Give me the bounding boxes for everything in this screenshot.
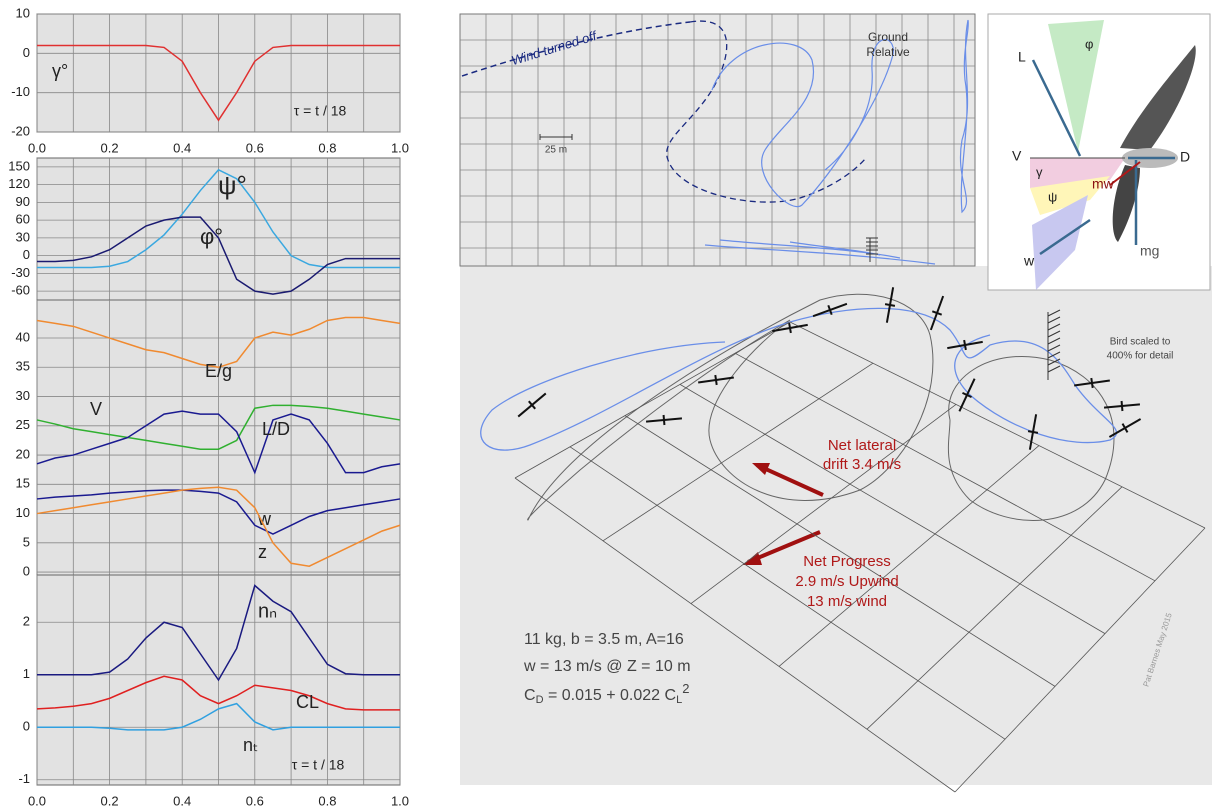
y-tick-label: 30 bbox=[16, 388, 30, 403]
page: {"chart_data": [ {"type": "line", "x": [… bbox=[0, 0, 1222, 808]
vector-label: mg bbox=[1140, 243, 1159, 259]
vector-label: L bbox=[1018, 49, 1026, 65]
bird bbox=[1091, 378, 1092, 388]
y-tick-label: 90 bbox=[16, 194, 30, 209]
x-tick-label: 0.8 bbox=[318, 140, 336, 155]
vector-label: D bbox=[1180, 149, 1190, 165]
body: Wind turned off Ground Relative 25 m L φ… bbox=[0, 0, 1222, 808]
vector-label: w bbox=[1023, 253, 1035, 269]
drift-label: drift 3.4 m/s bbox=[823, 456, 901, 473]
vector-label: mw bbox=[1092, 176, 1115, 192]
y-tick-label: 60 bbox=[16, 212, 30, 227]
annotation: τ = t / 18 bbox=[292, 757, 345, 773]
series-label: ψ° bbox=[218, 170, 247, 200]
x-tick-label: 0.8 bbox=[318, 793, 336, 808]
x-tick-label: 0.0 bbox=[28, 140, 46, 155]
y-tick-label: 2 bbox=[23, 614, 30, 629]
series-label: E/g bbox=[205, 361, 232, 381]
series-label: z bbox=[258, 542, 267, 562]
bird bbox=[1122, 401, 1123, 411]
vector-label: φ bbox=[1085, 36, 1093, 51]
series-label: φ° bbox=[200, 224, 223, 249]
y-tick-label: 40 bbox=[16, 329, 30, 344]
y-tick-label: 1 bbox=[23, 666, 30, 681]
specs: w = 13 m/s @ Z = 10 m bbox=[523, 658, 691, 675]
bird-note: 400% for detail bbox=[1107, 351, 1174, 362]
y-tick-label: 0 bbox=[23, 719, 30, 734]
vector-label: γ bbox=[1036, 164, 1043, 179]
series-label: nₙ bbox=[258, 600, 277, 622]
ground-title: Ground bbox=[868, 30, 908, 44]
cd-part: C bbox=[524, 687, 536, 704]
progress-label: 2.9 m/s Upwind bbox=[795, 573, 898, 590]
x-tick-label: 0.6 bbox=[246, 140, 264, 155]
y-tick-label: -60 bbox=[11, 283, 30, 298]
x-tick-label: 1.0 bbox=[391, 793, 409, 808]
x-tick-label: 0.4 bbox=[173, 140, 191, 155]
drift-label: Net lateral bbox=[828, 437, 896, 454]
ground-title: Relative bbox=[866, 45, 910, 59]
cd-part: D bbox=[536, 694, 544, 706]
bird bbox=[715, 375, 716, 385]
x-tick-label: 0.4 bbox=[173, 793, 191, 808]
y-tick-label: -10 bbox=[11, 84, 30, 99]
bird-note: Bird scaled to bbox=[1110, 337, 1171, 348]
vector-label: V bbox=[1012, 148, 1022, 164]
y-tick-label: 0 bbox=[23, 564, 30, 579]
annotation: τ = t / 18 bbox=[294, 103, 347, 119]
y-tick-label: 120 bbox=[8, 176, 30, 191]
vector-label: ψ bbox=[1048, 189, 1057, 204]
cd-part: 2 bbox=[682, 681, 689, 696]
series-label: L/D bbox=[262, 419, 290, 439]
y-tick-label: 10 bbox=[16, 505, 30, 520]
specs: 11 kg, b = 3.5 m, A=16 bbox=[524, 631, 684, 648]
y-tick-label: 30 bbox=[16, 229, 30, 244]
series-label: CL bbox=[296, 692, 319, 712]
cd-part: = 0.015 + 0.022 C bbox=[544, 687, 677, 704]
bird bbox=[664, 415, 665, 425]
series-label: γ° bbox=[52, 61, 68, 81]
y-tick-label: 10 bbox=[16, 5, 30, 20]
y-tick-label: 15 bbox=[16, 476, 30, 491]
y-tick-label: 150 bbox=[8, 158, 30, 173]
y-tick-label: 35 bbox=[16, 359, 30, 374]
y-tick-label: 0 bbox=[23, 247, 30, 262]
y-tick-label: 5 bbox=[23, 534, 30, 549]
y-tick-label: 20 bbox=[16, 446, 30, 461]
series-label: V bbox=[90, 399, 102, 419]
x-tick-label: 1.0 bbox=[391, 140, 409, 155]
x-tick-label: 0.2 bbox=[101, 140, 119, 155]
x-tick-label: 0.0 bbox=[28, 793, 46, 808]
y-tick-label: -20 bbox=[11, 123, 30, 138]
figure: Wind turned off Ground Relative 25 m L φ… bbox=[0, 0, 1222, 808]
scale-label: 25 m bbox=[545, 145, 567, 156]
x-tick-label: 0.6 bbox=[246, 793, 264, 808]
progress-label: Net Progress bbox=[803, 553, 891, 570]
y-tick-label: -30 bbox=[11, 265, 30, 280]
y-tick-label: 25 bbox=[16, 417, 30, 432]
y-tick-label: -1 bbox=[18, 771, 30, 786]
series-label: nₜ bbox=[243, 735, 258, 755]
x-tick-label: 0.2 bbox=[101, 793, 119, 808]
progress-label: 13 m/s wind bbox=[807, 593, 887, 610]
y-tick-label: 0 bbox=[23, 45, 30, 60]
